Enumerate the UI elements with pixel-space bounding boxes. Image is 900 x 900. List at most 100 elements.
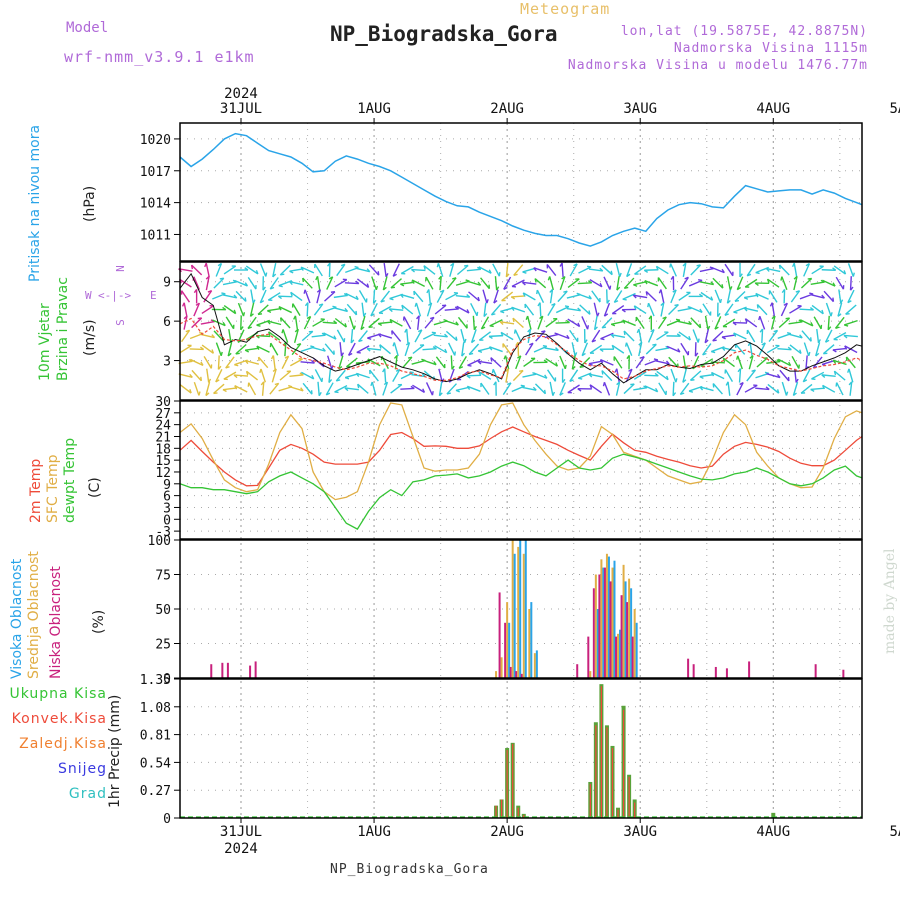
wind-barb-head [436, 263, 440, 268]
y-tick-label: 0 [163, 812, 171, 827]
wind-barb [789, 344, 802, 355]
wind-barb-head [234, 385, 238, 390]
sfc-temp-line [179, 402, 863, 501]
wind-barb-head [604, 313, 609, 317]
wind-barb [533, 372, 548, 379]
wind-barb [346, 357, 358, 368]
cloud-high-bar [513, 553, 516, 678]
wind-barb-head [614, 300, 619, 303]
cloud-mid-bar [594, 574, 597, 678]
wind-barb-head [591, 339, 597, 343]
wind-barb [368, 264, 380, 276]
wind-barb [626, 263, 633, 277]
wind-barb [423, 370, 436, 381]
wind-barb-head [710, 372, 715, 377]
wind-barb [672, 381, 675, 396]
wind-barb-head [438, 392, 443, 397]
wind-barb-head [852, 272, 855, 277]
wind-barb-head [382, 368, 386, 373]
wind-barb [721, 346, 736, 352]
wind-barb-head [563, 290, 568, 293]
wind-barb [625, 368, 633, 383]
precip-conv-bar [600, 686, 602, 818]
wind-barb-head [827, 326, 832, 331]
wind-barb-head [781, 288, 786, 294]
wind-barb [603, 302, 611, 317]
precip-conv-bar [595, 725, 597, 818]
wind-barb [545, 318, 558, 328]
wind-barb [284, 342, 287, 357]
cloud-mid-bar [589, 671, 592, 678]
wind-barb-head [610, 334, 615, 339]
bottom-year-label: 2024 [224, 841, 258, 857]
top-day-label: 31JUL [220, 101, 262, 117]
wind-barb [822, 384, 836, 393]
wind-barb [245, 265, 259, 275]
wind-barb-head [587, 280, 593, 284]
wind-barb [411, 359, 426, 365]
wind-barb [356, 372, 370, 379]
wind-barb [699, 281, 714, 286]
wind-barb-head [600, 338, 605, 341]
wind-barb-head [751, 369, 756, 372]
wind-barb-head [717, 312, 721, 318]
wind-barb [304, 289, 311, 304]
wind-barb [724, 369, 734, 383]
wind-barb [655, 360, 670, 365]
wind-barb [193, 302, 201, 317]
wind-barb [615, 381, 621, 396]
wind-barb [222, 294, 237, 299]
wind-barb-head [699, 386, 704, 391]
wind-barb-head [688, 390, 694, 393]
wind-barb [394, 355, 398, 370]
wind-barb [690, 264, 702, 276]
wind-barb-head [188, 358, 193, 362]
wind-barb [272, 355, 276, 370]
wind-barb-head [389, 297, 394, 301]
wind-barb [633, 294, 648, 299]
wind-barb-head [734, 299, 740, 302]
wind-barb-head [821, 385, 826, 390]
wind-barb [356, 278, 369, 288]
wind-barb-head [382, 286, 387, 291]
wind-barb-head [821, 294, 825, 299]
wind-barb-head [682, 379, 687, 383]
wind-barb-head [577, 307, 582, 312]
wind-barb [477, 346, 492, 352]
wind-barb-head [589, 384, 593, 389]
wind-barb [699, 373, 714, 378]
wind-barb-head [721, 336, 726, 340]
wind-barb [644, 385, 658, 393]
wind-barb [356, 345, 370, 354]
wind-barb [301, 371, 315, 380]
wind-barb [638, 342, 643, 357]
wind-barb-head [467, 364, 472, 367]
wind-barb [456, 264, 469, 276]
wind-barb-head [272, 368, 277, 372]
wind-barb-head [300, 266, 304, 271]
wind-barb-head [466, 375, 471, 379]
wind-barb-head [684, 276, 689, 280]
cloud-mid-bar [605, 553, 608, 678]
wind-barb [591, 329, 601, 343]
wind-barb-head [199, 346, 205, 351]
wind-barb [670, 368, 677, 383]
wind-barb [539, 302, 542, 317]
wind-barb [302, 277, 313, 289]
wind-barb-head [332, 305, 337, 308]
wind-barb-head [473, 325, 477, 331]
cloud-low-bar [714, 666, 717, 678]
wind-barb-head [636, 328, 640, 334]
wind-barb [746, 329, 756, 343]
wind-barb [303, 316, 312, 330]
wind-barb-head [400, 283, 405, 287]
wind-barb [588, 360, 603, 365]
wind-barb [401, 304, 414, 315]
wind-barb-head [256, 324, 261, 327]
wind-barb [512, 370, 524, 382]
cloud-high-bar [602, 567, 605, 678]
legend-hail: Grad [68, 786, 107, 802]
wind-barb-head [284, 355, 289, 359]
wind-barb [611, 344, 625, 354]
